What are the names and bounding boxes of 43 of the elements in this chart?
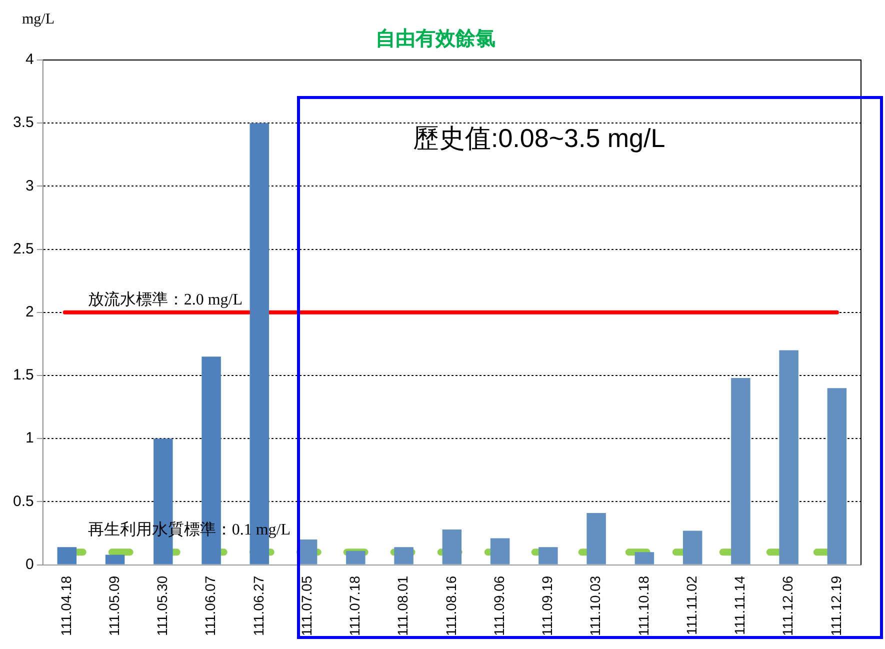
x-tick-label: 111.11.14 <box>732 576 748 635</box>
chart-title: 自由有效餘氯 <box>376 28 496 50</box>
bar <box>586 513 606 564</box>
x-tick-label: 111.05.09 <box>106 576 122 636</box>
x-tick-label: 111.12.19 <box>828 576 844 636</box>
y-axis-title: mg/L <box>22 11 54 28</box>
x-tick-label: 111.04.18 <box>58 576 74 636</box>
x-tick-label: 111.11.02 <box>683 576 700 635</box>
y-tick-label: 4 <box>26 51 34 68</box>
y-tick-label: 0 <box>26 556 34 573</box>
bar <box>105 554 125 564</box>
x-tick-label: 111.07.18 <box>346 576 363 636</box>
x-tick-label: 111.12.06 <box>780 576 796 636</box>
bar <box>827 388 847 564</box>
y-tick-label: 2.5 <box>12 240 34 258</box>
y-tick-label: 3.5 <box>12 114 34 132</box>
ref-line-label: 放流水標準：2.0 mg/L <box>88 290 243 309</box>
x-tick-label: 111.10.03 <box>587 576 604 636</box>
annotation: 歷史值:0.08~3.5 mg/L <box>413 123 666 154</box>
x-tick-label: 111.10.18 <box>635 576 652 636</box>
bar <box>394 547 414 564</box>
x-tick-label: 111.07.05 <box>298 576 314 636</box>
y-tick-label: 1 <box>26 430 34 447</box>
y-tick-label: 0.5 <box>12 492 34 510</box>
bar <box>442 529 462 564</box>
bar <box>490 538 510 564</box>
y-tick-label: 3 <box>26 177 34 194</box>
x-tick-label: 111.06.07 <box>202 576 218 636</box>
x-tick-label: 111.06.27 <box>250 576 266 636</box>
bar <box>538 547 558 564</box>
bar <box>731 378 750 564</box>
x-tick-label: 111.08.01 <box>394 576 411 636</box>
x-tick-label: 111.09.06 <box>490 576 507 636</box>
x-tick-label: 111.08.16 <box>442 576 459 636</box>
x-tick-label: 111.09.19 <box>539 576 556 636</box>
y-tick-label: 1.5 <box>12 366 34 384</box>
bar <box>57 547 77 564</box>
bar <box>634 552 654 564</box>
bar <box>779 350 798 564</box>
x-tick-label: 111.05.30 <box>154 576 170 636</box>
y-tick-label: 2 <box>26 304 34 321</box>
bar <box>346 550 366 564</box>
bar <box>682 530 702 564</box>
